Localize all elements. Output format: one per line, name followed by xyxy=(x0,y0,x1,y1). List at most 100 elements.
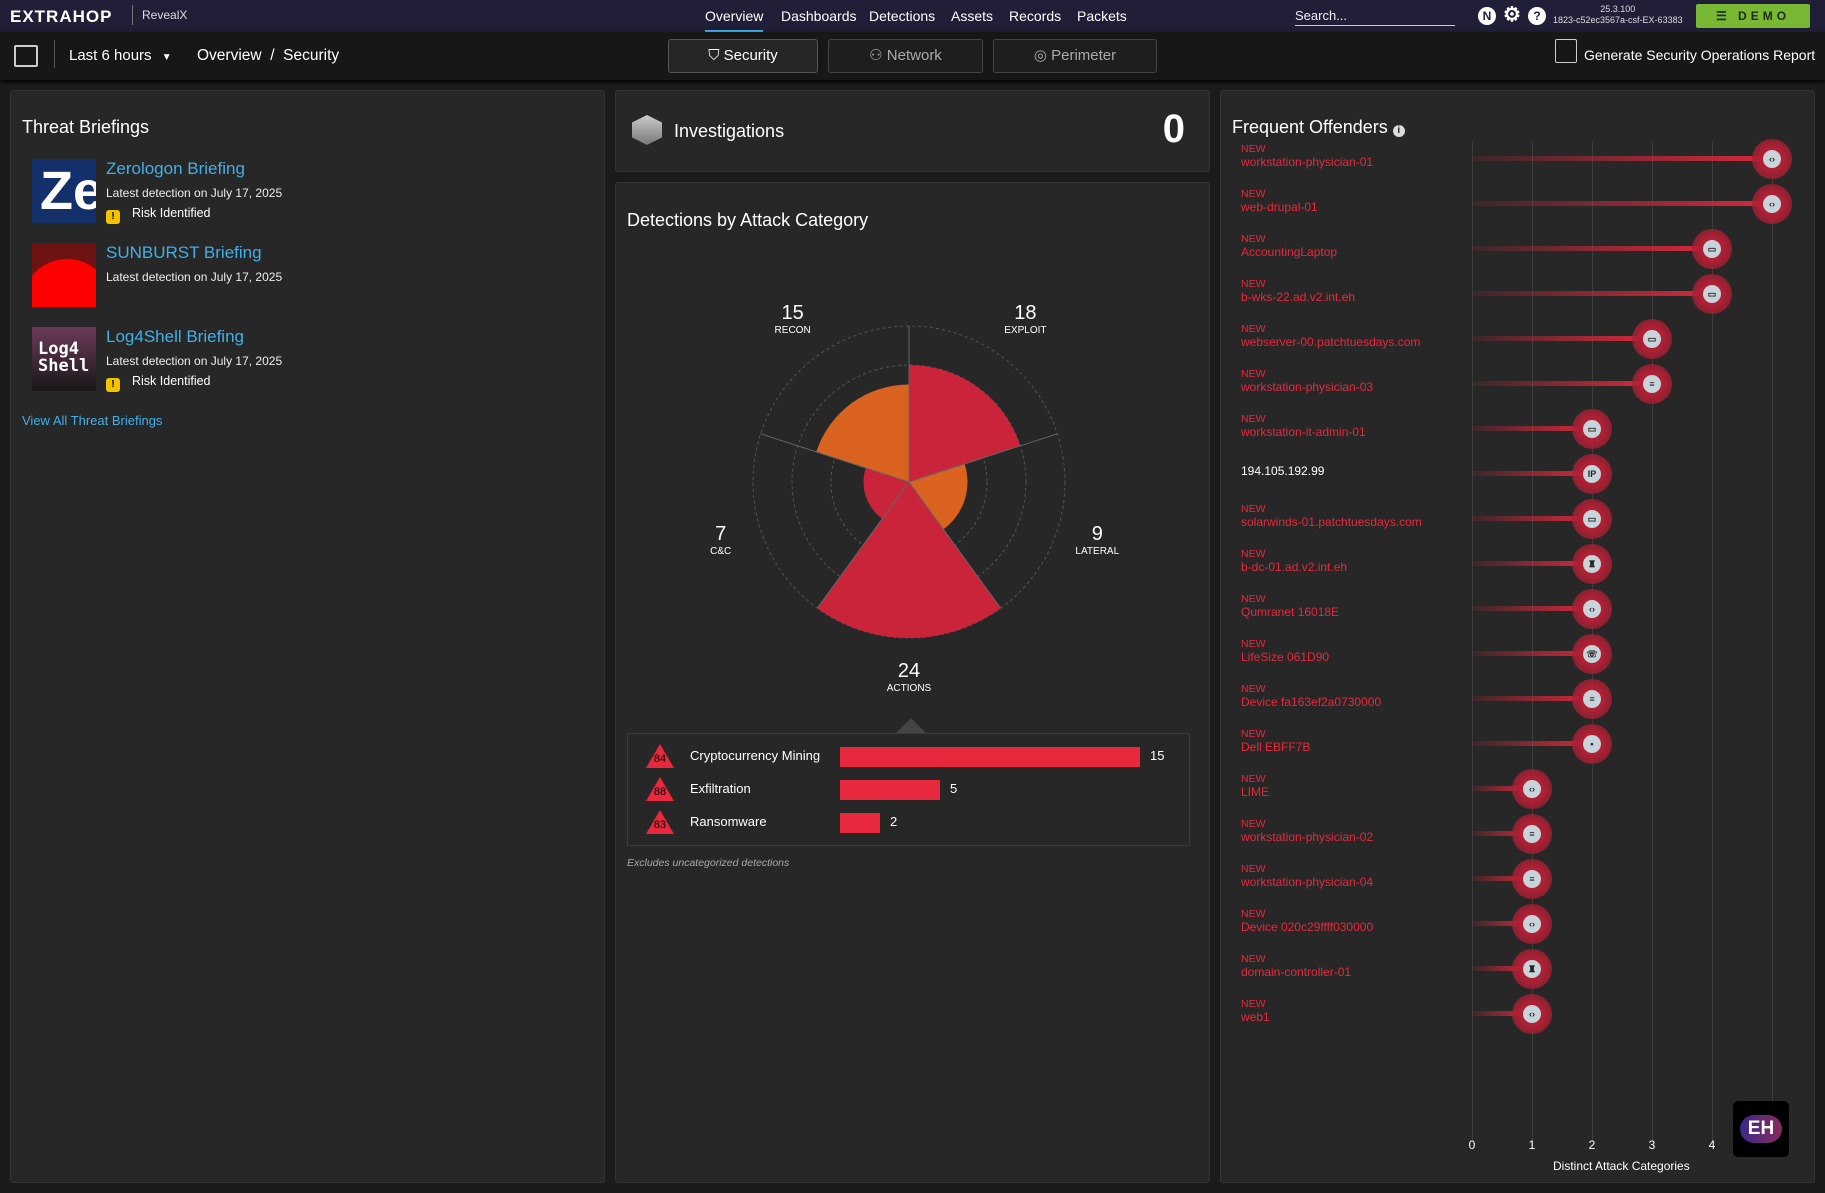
offender-marker[interactable]: IP xyxy=(1572,454,1612,494)
offender-name[interactable]: LifeSize 061D90 xyxy=(1241,650,1330,664)
offender-name[interactable]: webserver-00.patchtuesdays.com xyxy=(1241,335,1421,349)
panel-title: Investigations xyxy=(674,121,785,141)
investigations-panel[interactable]: Investigations 0 xyxy=(615,90,1210,172)
search-input[interactable] xyxy=(1295,6,1455,26)
offender-name[interactable]: Device fa163ef2a0730000 xyxy=(1241,695,1382,709)
briefing-link-sunburst[interactable]: SUNBURST Briefing xyxy=(106,243,262,262)
offender-name[interactable]: AccountingLaptop xyxy=(1241,245,1338,259)
offender-name[interactable]: workstation-physician-03 xyxy=(1241,380,1374,394)
breakdown-row[interactable]: 84 Cryptocurrency Mining 15 xyxy=(628,744,1188,768)
view-all-briefings-link[interactable]: View All Threat Briefings xyxy=(22,413,163,428)
briefing-link-zerologon[interactable]: Zerologon Briefing xyxy=(106,159,245,178)
radar-label[interactable]: 9 LATERAL xyxy=(1057,523,1137,557)
offender-marker[interactable]: ‹› xyxy=(1572,589,1612,629)
radar-wedge-recon[interactable] xyxy=(816,384,909,483)
offender-marker[interactable]: ‹› xyxy=(1752,184,1792,224)
offender-name[interactable]: workstation-physician-02 xyxy=(1241,830,1374,844)
category-value: 18 xyxy=(1014,301,1037,324)
radar-wedge-lateral[interactable] xyxy=(909,463,968,530)
offender-marker[interactable]: ‹› xyxy=(1752,139,1792,179)
nav-detections[interactable]: Detections xyxy=(869,8,936,24)
offender-name[interactable]: workstation-physician-01 xyxy=(1241,155,1374,169)
breakdown-row[interactable]: 88 Exfiltration 5 xyxy=(628,777,1188,801)
offender-marker[interactable]: ≡ xyxy=(1512,814,1552,854)
offender-marker[interactable]: ≡ xyxy=(1632,364,1672,404)
breakdown-value: 5 xyxy=(950,781,958,796)
nav-overview[interactable]: Overview xyxy=(705,8,764,33)
extrahop-logo[interactable]: EXTRAHOP xyxy=(10,7,113,26)
help-icon[interactable]: ? xyxy=(1528,7,1546,25)
offender-marker[interactable]: ‹› xyxy=(1512,904,1552,944)
offender-marker[interactable]: • xyxy=(1572,724,1612,764)
offender-name[interactable]: web-drupal-01 xyxy=(1241,200,1318,214)
new-badge: NEW xyxy=(1241,323,1266,335)
sunburst-thumbnail[interactable] xyxy=(32,243,96,307)
offender-name[interactable]: b-wks-22.ad.v2.int.eh xyxy=(1241,290,1356,304)
offender-name[interactable]: b-dc-01.ad.v2.int.eh xyxy=(1241,560,1348,574)
radar-wedge-cc[interactable] xyxy=(863,467,910,519)
nav-dashboards[interactable]: Dashboards xyxy=(781,8,857,24)
offender-marker[interactable]: ▭ xyxy=(1572,409,1612,449)
offender-name[interactable]: Device 020c29ffff030000 xyxy=(1241,920,1374,934)
extrahop-assistant-button[interactable]: EH xyxy=(1733,1101,1789,1157)
radar-wedge-actions[interactable] xyxy=(817,482,1001,638)
breakdown-row[interactable]: 83 Ransomware 2 xyxy=(628,810,1188,834)
offender-marker[interactable]: ☏ xyxy=(1572,634,1612,674)
nav-packets[interactable]: Packets xyxy=(1077,8,1127,24)
offender-name[interactable]: web1 xyxy=(1241,1010,1270,1024)
offender-name[interactable]: Qumranet 16018E xyxy=(1241,605,1340,619)
offender-bar xyxy=(1472,471,1592,476)
nav-records[interactable]: Records xyxy=(1009,8,1062,24)
radar-label[interactable]: 24 ACTIONS xyxy=(869,660,949,694)
offender-name[interactable]: solarwinds-01.patchtuesdays.com xyxy=(1241,515,1422,529)
offender-name[interactable]: LIME xyxy=(1241,785,1270,799)
offender-marker[interactable]: ‹› xyxy=(1512,994,1552,1034)
offender-name[interactable]: workstation-it-admin-01 xyxy=(1241,425,1366,439)
tab-perimeter[interactable]: ◎ Perimeter xyxy=(993,39,1157,73)
radar-label[interactable]: 15 RECON xyxy=(753,302,833,336)
tab-security[interactable]: ⛉ Security xyxy=(668,39,818,73)
offender-name[interactable]: Dell EBFF7B xyxy=(1241,740,1311,754)
toggle-sidebar-icon[interactable] xyxy=(14,45,38,67)
demo-menu-button[interactable]: ☰ DEMO xyxy=(1696,4,1810,28)
offender-marker[interactable]: ≡ xyxy=(1572,679,1612,719)
eh-badge: EH xyxy=(1740,1115,1782,1143)
gridline xyxy=(1652,141,1653,1141)
log4shell-thumbnail[interactable]: Log4 Shell xyxy=(32,327,96,391)
generate-report-button[interactable]: Generate Security Operations Report xyxy=(1584,47,1816,63)
version-info: 25.3.100 1823-c52ec3567a-csf-EX-63383 xyxy=(1553,4,1683,26)
info-icon[interactable]: i xyxy=(1392,125,1405,137)
frequent-offenders-panel: Frequent Offenders i 0 1 2 3 4 NEW workstation… xyxy=(1220,90,1815,1183)
radar-wedge-exploit[interactable] xyxy=(909,365,1021,482)
radar-label[interactable]: 7 C&C xyxy=(681,523,761,557)
offender-bar xyxy=(1472,291,1712,296)
breadcrumb-overview[interactable]: Overview xyxy=(197,47,262,64)
shield-icon: ⛉ xyxy=(708,47,724,64)
offender-name[interactable]: workstation-physician-04 xyxy=(1241,875,1374,889)
gear-icon[interactable]: ⚙ xyxy=(1503,4,1521,26)
computer-icon: ▭ xyxy=(1703,240,1721,258)
nav-assets[interactable]: Assets xyxy=(951,8,994,24)
zerologon-thumbnail[interactable]: Ze xyxy=(32,159,96,223)
offender-marker[interactable]: ▭ xyxy=(1692,229,1732,269)
radar-label[interactable]: 18 EXPLOIT xyxy=(985,302,1065,336)
time-range-selector[interactable]: Last 6 hours ▼ xyxy=(69,47,172,64)
briefing-link-log4shell[interactable]: Log4Shell Briefing xyxy=(106,327,244,346)
report-icon[interactable] xyxy=(1555,39,1577,63)
offender-marker[interactable]: ▭ xyxy=(1692,274,1732,314)
offender-name[interactable]: domain-controller-01 xyxy=(1241,965,1352,979)
notifications-icon[interactable]: N xyxy=(1478,7,1496,25)
offender-marker[interactable]: ♜ xyxy=(1512,949,1552,989)
menu-icon: ☰ xyxy=(1715,9,1739,23)
new-badge: NEW xyxy=(1241,683,1266,695)
offender-marker[interactable]: ▭ xyxy=(1572,499,1612,539)
offender-name[interactable]: 194.105.192.99 xyxy=(1241,464,1325,478)
category-value: 15 xyxy=(781,301,804,324)
offender-marker[interactable]: ≡ xyxy=(1512,859,1552,899)
new-badge: NEW xyxy=(1241,503,1266,515)
offender-marker[interactable]: ▭ xyxy=(1632,319,1672,359)
warning-icon: ! xyxy=(106,378,120,392)
offender-marker[interactable]: ♜ xyxy=(1572,544,1612,584)
offender-marker[interactable]: ‹› xyxy=(1512,769,1552,809)
tab-network[interactable]: ⚇ Network xyxy=(828,39,983,73)
